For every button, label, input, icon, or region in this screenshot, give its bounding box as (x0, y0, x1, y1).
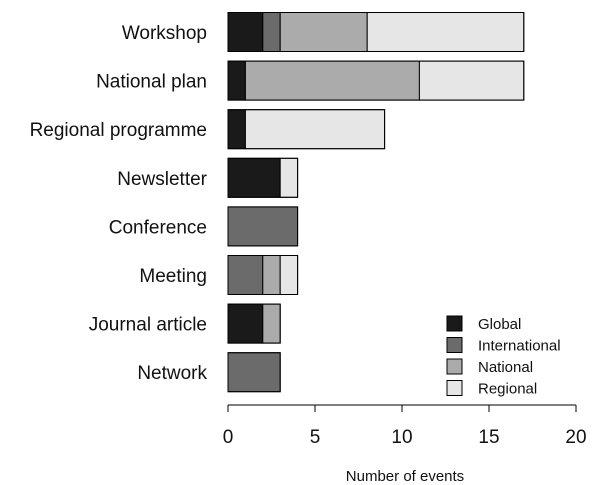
bar-outline-workshop (227, 12, 525, 52)
x-tick-label-10: 10 (391, 427, 412, 448)
x-axis-title: Number of events (346, 468, 464, 485)
bar-segment-workshop-international (262, 12, 281, 52)
category-label-workshop: Workshop (122, 23, 207, 44)
bar-segment-journal-article-national (262, 303, 281, 344)
legend-label-global: Global (478, 316, 521, 333)
bar-outline-network (227, 352, 281, 393)
bar-segment-meeting-national (262, 255, 281, 295)
bar-outline-newsletter (227, 157, 299, 198)
bar-segment-network-international (227, 352, 281, 393)
bar-outline-conference (227, 206, 299, 247)
category-label-network: Network (137, 363, 207, 384)
legend-label-regional: Regional (478, 381, 537, 398)
legend-label-national: National (478, 359, 533, 376)
legend-swatch-international (446, 337, 463, 353)
bar-segment-journal-article-global (227, 303, 264, 344)
legend-swatch-regional (446, 380, 463, 396)
x-tick-label-0: 0 (223, 427, 234, 448)
bar-segment-newsletter-global (227, 157, 281, 198)
category-label-national-plan: National plan (96, 72, 207, 93)
bar-outline-journal-article (227, 303, 281, 344)
category-labels: Workshop National plan Regional programme N… (30, 23, 208, 384)
bar-segment-meeting-regional (279, 255, 299, 295)
bar-segment-conference-international (227, 206, 299, 247)
bar-outline-regional-programme (227, 109, 386, 150)
x-tick-label-5: 5 (310, 427, 321, 448)
bar-segment-workshop-regional (366, 12, 525, 52)
legend-swatch-global (446, 315, 463, 332)
category-label-meeting: Meeting (139, 266, 207, 287)
bar-segment-regional-programme-regional (244, 109, 386, 150)
bar-segment-national-plan-global (227, 60, 246, 101)
bar-segment-workshop-global (227, 12, 264, 52)
category-label-conference: Conference (109, 217, 207, 238)
legend-label-international: International (478, 338, 561, 355)
x-axis: 0 5 10 15 20 (223, 404, 587, 448)
bar-outline-meeting (227, 255, 299, 295)
bar-segment-regional-programme-global (227, 109, 246, 150)
x-tick-label-15: 15 (478, 427, 499, 448)
category-label-newsletter: Newsletter (117, 169, 207, 190)
legend: Global International National Regional (446, 315, 561, 398)
legend-swatch-national (446, 358, 463, 375)
x-tick-label-20: 20 (565, 427, 586, 448)
bar-segment-national-plan-regional (418, 60, 525, 101)
category-label-regional-programme: Regional programme (30, 120, 207, 141)
bar-outline-national-plan (227, 60, 525, 101)
category-label-journal-article: Journal article (89, 315, 207, 336)
bars-layer (227, 12, 525, 393)
bar-segment-workshop-national (279, 12, 368, 52)
bar-segment-newsletter-regional (279, 157, 299, 198)
bar-segment-national-plan-national (244, 60, 420, 101)
bar-segment-meeting-international (227, 255, 264, 295)
